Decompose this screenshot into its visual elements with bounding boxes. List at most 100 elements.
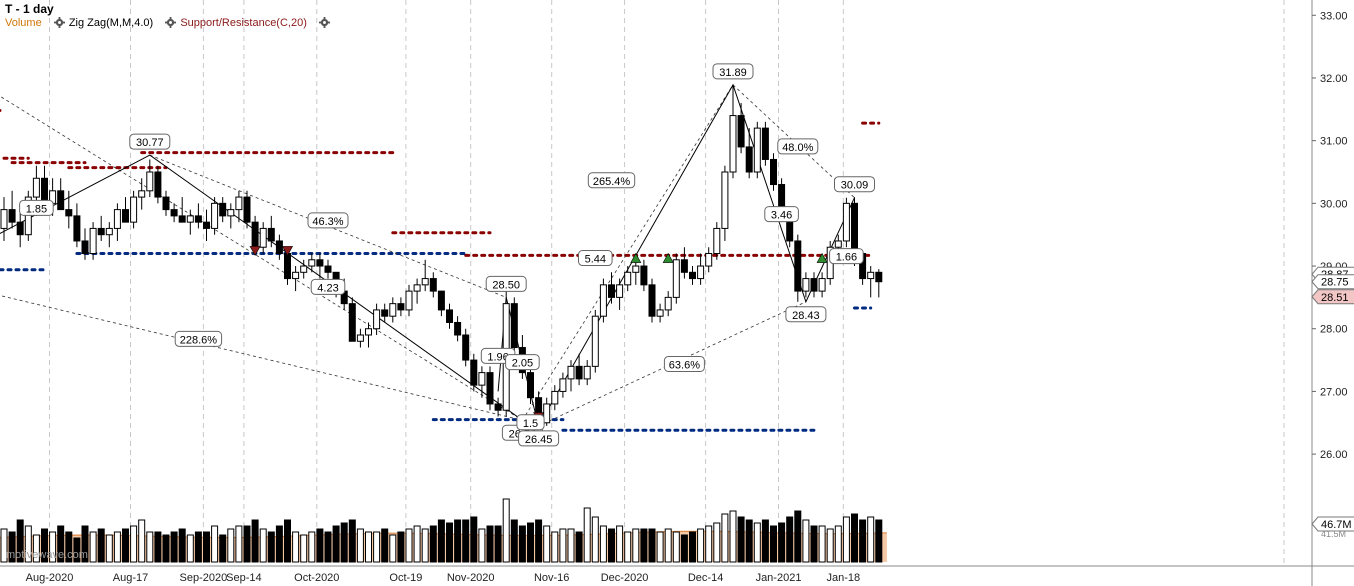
candle-body[interactable]: [89, 227, 97, 255]
candle-body[interactable]: [632, 265, 640, 273]
candle-body[interactable]: [146, 171, 154, 192]
candle-body[interactable]: [818, 278, 826, 292]
candle-body[interactable]: [478, 372, 486, 386]
candle-body[interactable]: [162, 196, 170, 211]
candle-body[interactable]: [81, 240, 89, 254]
candle-body[interactable]: [122, 209, 129, 223]
candle-body[interactable]: [745, 146, 753, 173]
candle-body[interactable]: [194, 215, 202, 223]
candle-body[interactable]: [16, 221, 24, 236]
candle-body[interactable]: [170, 209, 178, 217]
candle-body[interactable]: [446, 309, 453, 323]
candle-body[interactable]: [130, 196, 138, 223]
candle-body[interactable]: [761, 127, 769, 160]
candle-body[interactable]: [413, 284, 421, 292]
candle-body[interactable]: [664, 296, 672, 311]
candle-body[interactable]: [97, 227, 105, 236]
candle-body[interactable]: [842, 202, 850, 242]
candle-body[interactable]: [689, 271, 696, 280]
candle-body[interactable]: [356, 334, 364, 342]
candle-body[interactable]: [138, 190, 146, 198]
candle-body[interactable]: [591, 315, 599, 367]
candle-body[interactable]: [41, 177, 48, 204]
candle-body[interactable]: [802, 278, 810, 292]
candle-body[interactable]: [875, 271, 883, 283]
candle-body[interactable]: [867, 271, 875, 280]
candle-body[interactable]: [267, 227, 275, 242]
candle-body[interactable]: [680, 259, 688, 273]
candle-body[interactable]: [583, 365, 591, 380]
candle-body[interactable]: [810, 278, 818, 292]
candle-body[interactable]: [381, 309, 389, 317]
candle-body[interactable]: [721, 171, 729, 229]
candle-body[interactable]: [470, 359, 478, 386]
candle-body[interactable]: [0, 209, 8, 229]
candle-body[interactable]: [251, 221, 259, 248]
candle-body[interactable]: [154, 171, 162, 198]
candle-body[interactable]: [429, 278, 437, 292]
indicator-support-resistance[interactable]: Support/Resistance(C,20): [180, 17, 307, 29]
candle-body[interactable]: [32, 177, 40, 198]
candle-body[interactable]: [834, 240, 842, 248]
candle-body[interactable]: [389, 303, 397, 317]
candle-body[interactable]: [308, 259, 316, 267]
candle-body[interactable]: [8, 209, 16, 223]
candle-body[interactable]: [672, 259, 680, 298]
candle-body[interactable]: [705, 253, 713, 267]
candle-body[interactable]: [640, 265, 648, 286]
candle-body[interactable]: [211, 202, 219, 229]
indicator-zigzag[interactable]: Zig Zag(M,M,4.0): [68, 17, 154, 29]
candle-body[interactable]: [656, 309, 664, 317]
sr-settings-gear-icon[interactable]: [165, 17, 177, 28]
candle-body[interactable]: [73, 215, 81, 242]
candle-body[interactable]: [373, 309, 381, 330]
candle-body[interactable]: [543, 403, 551, 424]
candle-body[interactable]: [421, 278, 429, 286]
candle-body[interactable]: [24, 196, 32, 236]
candle-body[interactable]: [770, 158, 777, 186]
candle-body[interactable]: [851, 202, 858, 255]
candle-body[interactable]: [275, 240, 283, 254]
zigzag-settings-gear-icon[interactable]: [53, 17, 65, 28]
candle-body[interactable]: [616, 284, 624, 298]
candle-body[interactable]: [462, 334, 470, 361]
indicator-volume[interactable]: Volume: [5, 17, 42, 29]
candle-body[interactable]: [405, 290, 413, 311]
candle-body[interactable]: [324, 265, 332, 273]
candle-body[interactable]: [219, 202, 227, 217]
candle-body[interactable]: [729, 115, 737, 173]
candle-body[interactable]: [348, 303, 356, 342]
candle-body[interactable]: [567, 365, 575, 380]
candle-body[interactable]: [284, 253, 291, 280]
candle-body[interactable]: [737, 115, 745, 148]
candle-body[interactable]: [57, 190, 65, 211]
candle-body[interactable]: [624, 271, 632, 286]
candle-body[interactable]: [227, 209, 235, 217]
candle-body[interactable]: [575, 365, 583, 380]
candle-body[interactable]: [65, 209, 73, 217]
candle-body[interactable]: [178, 215, 186, 223]
candle-body[interactable]: [437, 290, 445, 311]
candle-body[interactable]: [713, 227, 721, 255]
candle-body[interactable]: [292, 271, 300, 280]
candle-body[interactable]: [365, 328, 372, 336]
candle-body[interactable]: [113, 209, 121, 229]
candle-body[interactable]: [300, 265, 308, 273]
candle-body[interactable]: [186, 215, 194, 223]
candle-body[interactable]: [105, 227, 113, 236]
candle-body[interactable]: [608, 284, 615, 298]
candle-body[interactable]: [259, 227, 267, 248]
candle-body[interactable]: [697, 265, 705, 280]
candle-body[interactable]: [203, 221, 210, 229]
candle-body[interactable]: [243, 196, 251, 223]
candle-body[interactable]: [599, 284, 607, 317]
candle-body[interactable]: [551, 390, 559, 405]
candle-body[interactable]: [648, 284, 656, 317]
candle-body[interactable]: [494, 403, 502, 411]
candle-body[interactable]: [559, 378, 567, 392]
sr-extra-gear-icon[interactable]: [318, 17, 330, 28]
candle-body[interactable]: [753, 127, 761, 173]
candle-body[interactable]: [794, 240, 802, 292]
candle-body[interactable]: [397, 303, 405, 311]
